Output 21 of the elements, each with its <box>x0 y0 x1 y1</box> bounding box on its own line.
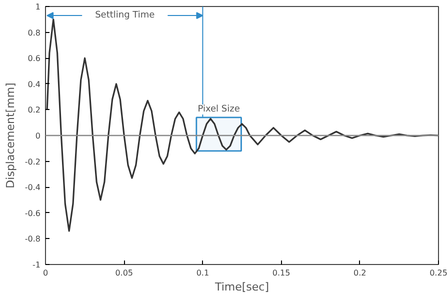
x-tick-label: 0.15 <box>272 268 290 278</box>
y-tick-label: -1 <box>32 260 41 270</box>
y-tick-label: -0.2 <box>24 157 40 166</box>
y-tick-label: 0.8 <box>28 28 41 38</box>
x-tick-label: 0.05 <box>115 268 134 278</box>
y-tick-label: 0.2 <box>28 106 41 115</box>
x-axis-title: Time[sec] <box>214 280 270 294</box>
y-tick-label: -0.8 <box>24 234 40 244</box>
y-tick-label: 0.4 <box>28 80 41 89</box>
x-tick-label: 0.25 <box>430 268 448 278</box>
annotation: Settling Time <box>95 10 156 21</box>
x-tick-label: 0 <box>42 268 48 278</box>
y-tick-label: 0 <box>35 132 41 140</box>
x-tick-label: 0.1 <box>196 268 210 278</box>
y-tick-label: -0.6 <box>24 208 40 218</box>
band-label: Pixel Size <box>198 104 240 114</box>
y-axis-title: Displacement[mm] <box>4 82 17 188</box>
y-tick-label: 1 <box>35 2 41 12</box>
y-tick-label: 0.6 <box>28 54 41 64</box>
x-tick-label: 0.2 <box>354 268 366 278</box>
y-tick-label: -0.4 <box>24 183 40 192</box>
